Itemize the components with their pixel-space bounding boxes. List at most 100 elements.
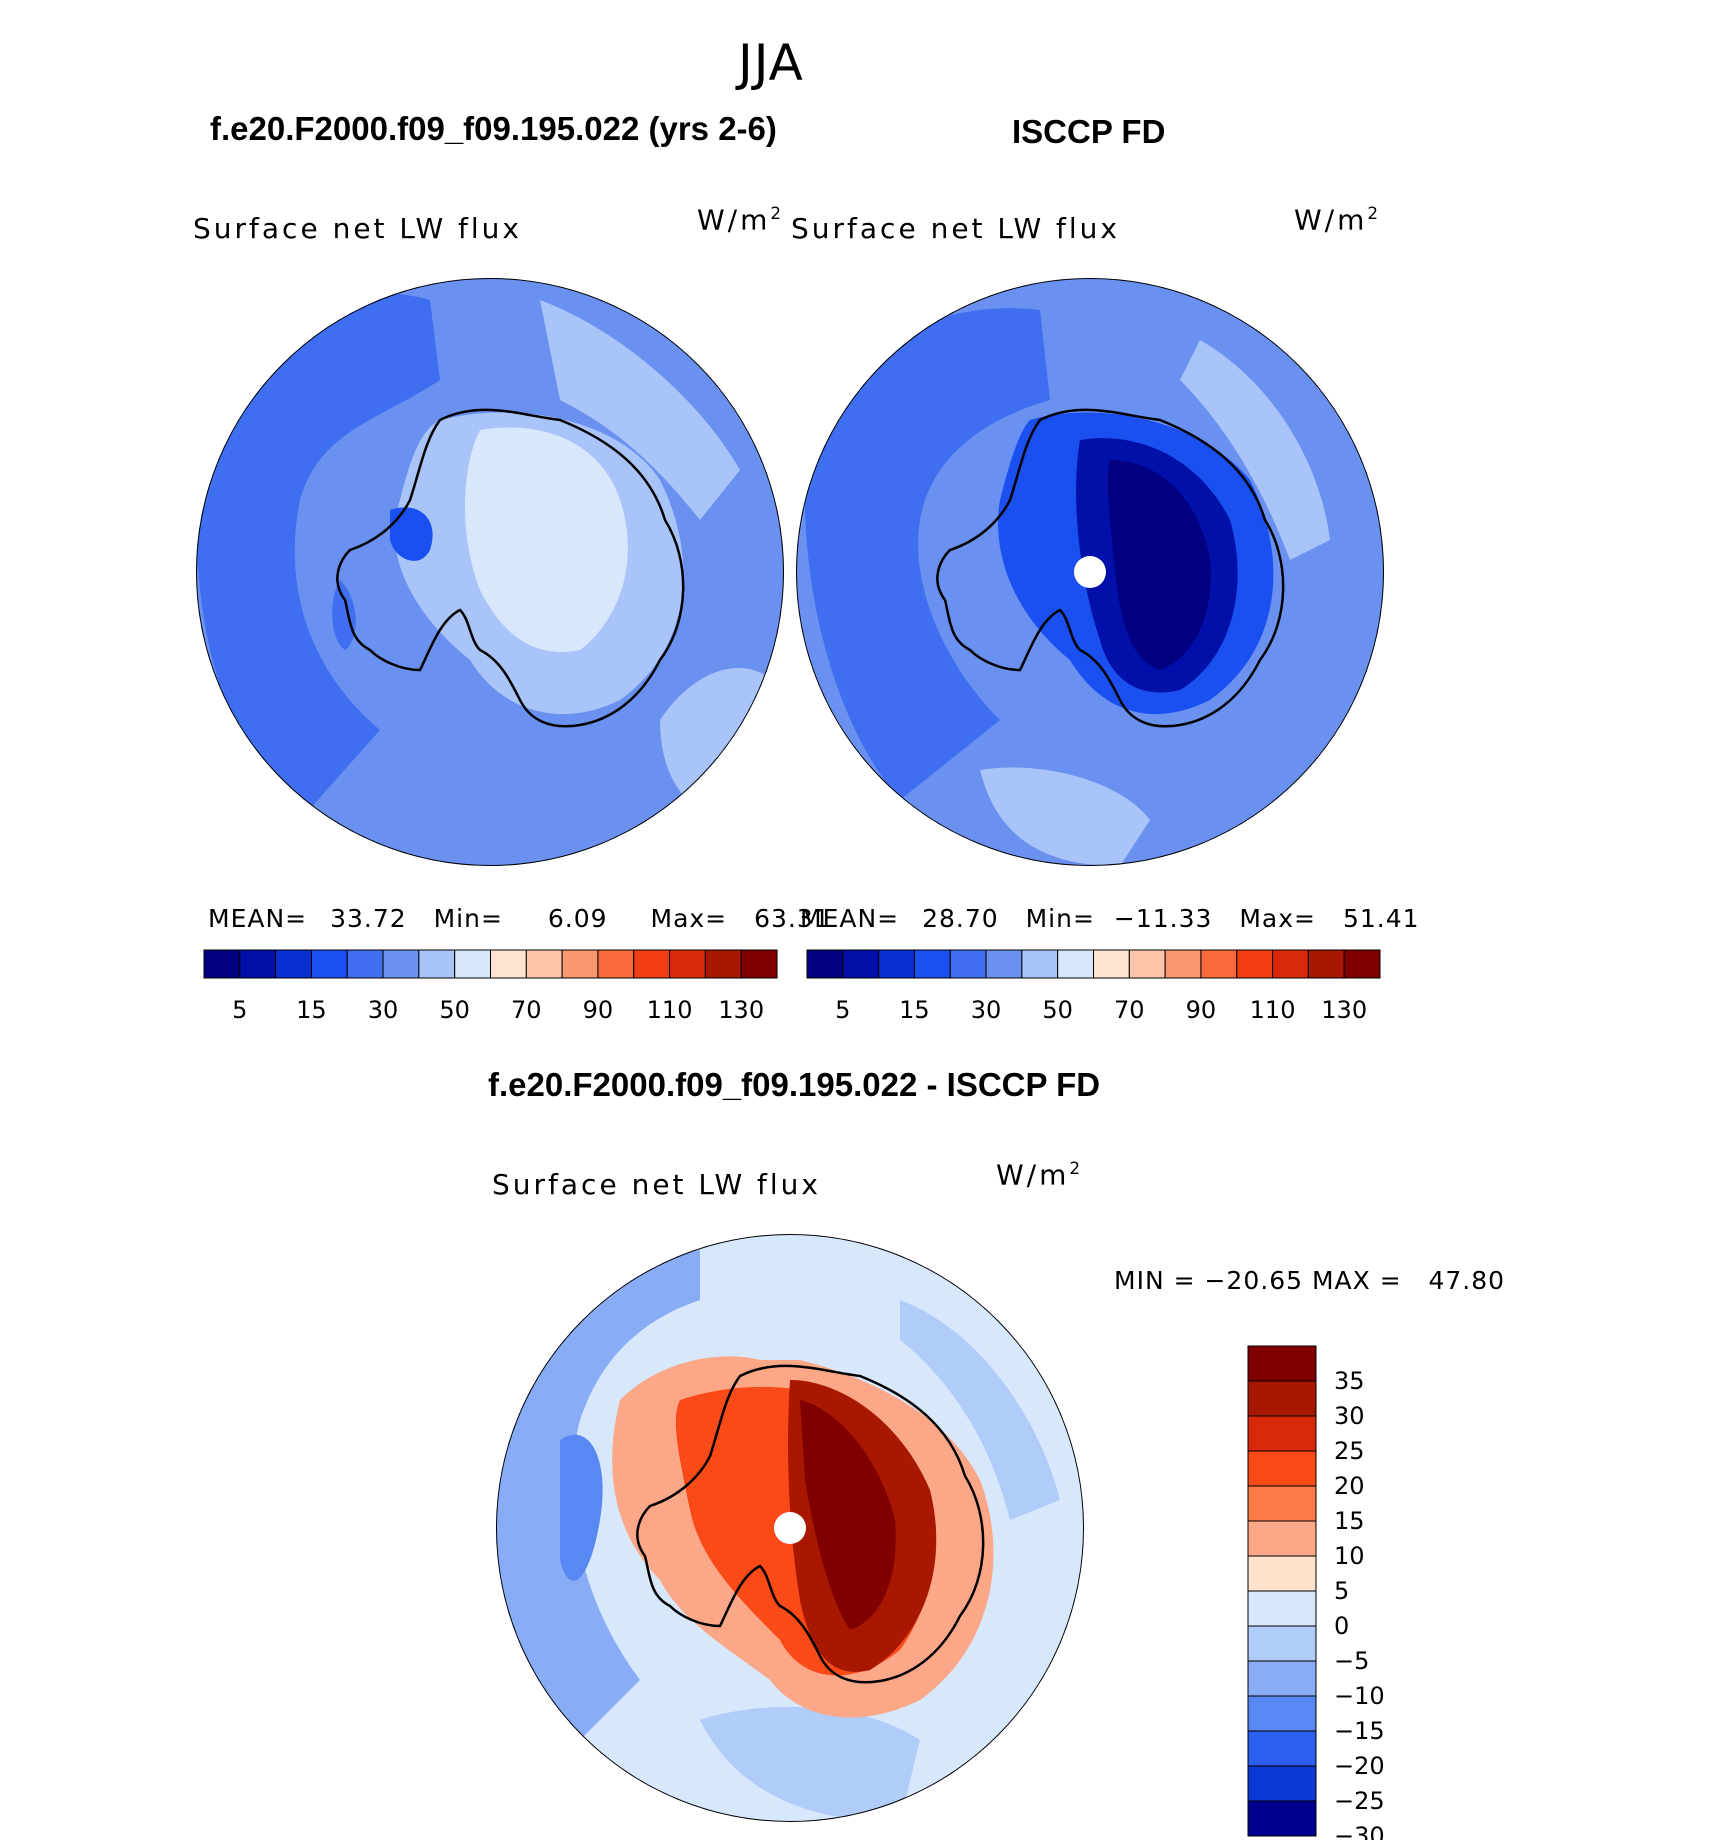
model-max-label: Max= bbox=[650, 904, 728, 933]
diff-colorbar-swatch bbox=[1247, 1450, 1317, 1487]
model-mean-value: 33.72 bbox=[330, 904, 407, 933]
diff-variable-label: Surface net LW flux bbox=[492, 1168, 821, 1201]
model-colorbar-swatch bbox=[310, 949, 348, 979]
diff-colorbar-swatch bbox=[1247, 1765, 1317, 1802]
obs-variable-label: Surface net LW flux bbox=[791, 212, 1120, 245]
obs-colorbar-swatch bbox=[1164, 949, 1202, 979]
diff-colorbar-swatch bbox=[1247, 1660, 1317, 1697]
obs-mean-label: MEAN= bbox=[800, 904, 900, 933]
model-colorbar-tick-label: 50 bbox=[439, 996, 470, 1024]
model-colorbar-swatch bbox=[454, 949, 491, 979]
diff-colorbar-tick-label: −5 bbox=[1334, 1647, 1369, 1675]
model-units-base: W/m bbox=[697, 203, 771, 237]
obs-min-value: −11.33 bbox=[1113, 904, 1213, 933]
diff-colorbar-tick-label: −30 bbox=[1334, 1822, 1385, 1840]
obs-colorbar: 5 15 30 50 70 90 110 130 bbox=[806, 949, 1381, 1024]
obs-colorbar-tick-label: 15 bbox=[899, 996, 930, 1024]
diff-colorbar-tick-label: 25 bbox=[1334, 1437, 1365, 1465]
model-colorbar-swatch bbox=[597, 949, 635, 979]
diff-units-base: W/m bbox=[996, 1158, 1070, 1192]
diff-colorbar-swatch bbox=[1247, 1345, 1317, 1382]
model-min-value: 6.09 bbox=[547, 904, 608, 933]
model-colorbar-tick-label: 5 bbox=[232, 996, 247, 1024]
diff-colorbar-swatch bbox=[1247, 1800, 1317, 1837]
model-units-label: W/m2 bbox=[697, 203, 784, 236]
model-stats: MEAN= 33.72 Min= 6.09 Max= 63.31 bbox=[208, 904, 831, 933]
diff-colorbar-tick-label: 30 bbox=[1334, 1402, 1365, 1430]
obs-colorbar-tick-label: 70 bbox=[1114, 996, 1145, 1024]
model-colorbar-swatch bbox=[525, 949, 563, 979]
model-mean-label: MEAN= bbox=[208, 904, 308, 933]
obs-colorbar-swatch bbox=[1021, 949, 1059, 979]
diff-colorbar-tick-label: −10 bbox=[1334, 1682, 1385, 1710]
diff-colorbar-swatch bbox=[1247, 1625, 1317, 1662]
model-colorbar-swatch bbox=[669, 949, 706, 979]
obs-colorbar-swatch bbox=[1272, 949, 1309, 979]
obs-colorbar-swatch bbox=[949, 949, 987, 979]
diff-colorbar-swatch bbox=[1247, 1555, 1317, 1592]
model-colorbar-tick-label: 110 bbox=[647, 996, 693, 1024]
diff-colorbar-tick-label: −20 bbox=[1334, 1752, 1385, 1780]
model-colorbar-tick-label: 90 bbox=[583, 996, 614, 1024]
diff-units-exp: 2 bbox=[1069, 1158, 1084, 1178]
diff-minmax: MIN = −20.65 MAX = 47.80 bbox=[1114, 1266, 1506, 1295]
obs-min-label: Min= bbox=[1025, 904, 1095, 933]
obs-colorbar-swatch bbox=[806, 949, 844, 979]
obs-colorbar-swatch bbox=[1307, 949, 1345, 979]
diff-colorbar-swatch bbox=[1247, 1730, 1317, 1767]
model-case-title: f.e20.F2000.f09_f09.195.022 (yrs 2-6) bbox=[210, 110, 777, 147]
model-colorbar-swatch bbox=[346, 949, 384, 979]
obs-map bbox=[796, 278, 1384, 866]
model-colorbar-swatch bbox=[382, 949, 420, 979]
obs-units-label: W/m2 bbox=[1294, 203, 1381, 236]
model-colorbar-swatch bbox=[418, 949, 456, 979]
diff-colorbar-swatch bbox=[1247, 1590, 1317, 1627]
model-colorbar-swatch bbox=[239, 949, 277, 979]
obs-colorbar-swatch bbox=[1057, 949, 1094, 979]
obs-mean-value: 28.70 bbox=[922, 904, 999, 933]
obs-colorbar-tick-label: 50 bbox=[1042, 996, 1073, 1024]
diff-colorbar-tick-label: 35 bbox=[1334, 1367, 1365, 1395]
diff-colorbar-swatch bbox=[1247, 1485, 1317, 1522]
model-map bbox=[196, 278, 784, 866]
main-title: JJA bbox=[738, 34, 804, 92]
model-max-value: 63.31 bbox=[754, 904, 831, 933]
diff-colorbar-tick-label: −25 bbox=[1334, 1787, 1385, 1815]
model-units-exp: 2 bbox=[770, 203, 785, 223]
obs-colorbar-tick-label: 30 bbox=[971, 996, 1002, 1024]
model-colorbar-swatch bbox=[490, 949, 527, 979]
obs-colorbar-tick-label: 130 bbox=[1321, 996, 1367, 1024]
obs-colorbar-swatch bbox=[1128, 949, 1166, 979]
diff-colorbar-tick-label: 0 bbox=[1334, 1612, 1349, 1640]
diff-colorbar-tick-label: 20 bbox=[1334, 1472, 1365, 1500]
obs-colorbar-tick-label: 5 bbox=[835, 996, 850, 1024]
diff-colorbar-swatch bbox=[1247, 1415, 1317, 1452]
obs-colorbar-swatch bbox=[1200, 949, 1238, 979]
diff-colorbar-tick-label: 15 bbox=[1334, 1507, 1365, 1535]
obs-colorbar-swatch bbox=[1343, 949, 1381, 979]
diff-case-title: f.e20.F2000.f09_f09.195.022 - ISCCP FD bbox=[488, 1066, 1101, 1103]
model-colorbar-tick-label: 70 bbox=[511, 996, 542, 1024]
model-colorbar-swatch bbox=[704, 949, 742, 979]
diff-colorbar-tick-label: 10 bbox=[1334, 1542, 1365, 1570]
obs-colorbar-swatch bbox=[842, 949, 880, 979]
model-colorbar-tick-label: 15 bbox=[296, 996, 327, 1024]
diff-units-label: W/m2 bbox=[996, 1158, 1083, 1191]
model-colorbar-swatch bbox=[275, 949, 312, 979]
model-colorbar-swatch bbox=[561, 949, 599, 979]
model-colorbar-tick-label: 130 bbox=[718, 996, 764, 1024]
model-colorbar-swatch bbox=[633, 949, 671, 979]
obs-case-title: ISCCP FD bbox=[1012, 113, 1166, 150]
model-colorbar-swatch bbox=[740, 949, 778, 979]
obs-colorbar-tick-label: 110 bbox=[1250, 996, 1296, 1024]
obs-colorbar-swatch bbox=[878, 949, 915, 979]
obs-max-label: Max= bbox=[1239, 904, 1316, 933]
diff-colorbar-swatch bbox=[1247, 1380, 1317, 1417]
obs-units-base: W/m bbox=[1294, 203, 1368, 237]
diff-colorbar-swatch bbox=[1247, 1695, 1317, 1732]
obs-colorbar-swatch bbox=[1236, 949, 1274, 979]
obs-colorbar-swatch bbox=[1093, 949, 1130, 979]
obs-colorbar-tick-label: 90 bbox=[1186, 996, 1217, 1024]
